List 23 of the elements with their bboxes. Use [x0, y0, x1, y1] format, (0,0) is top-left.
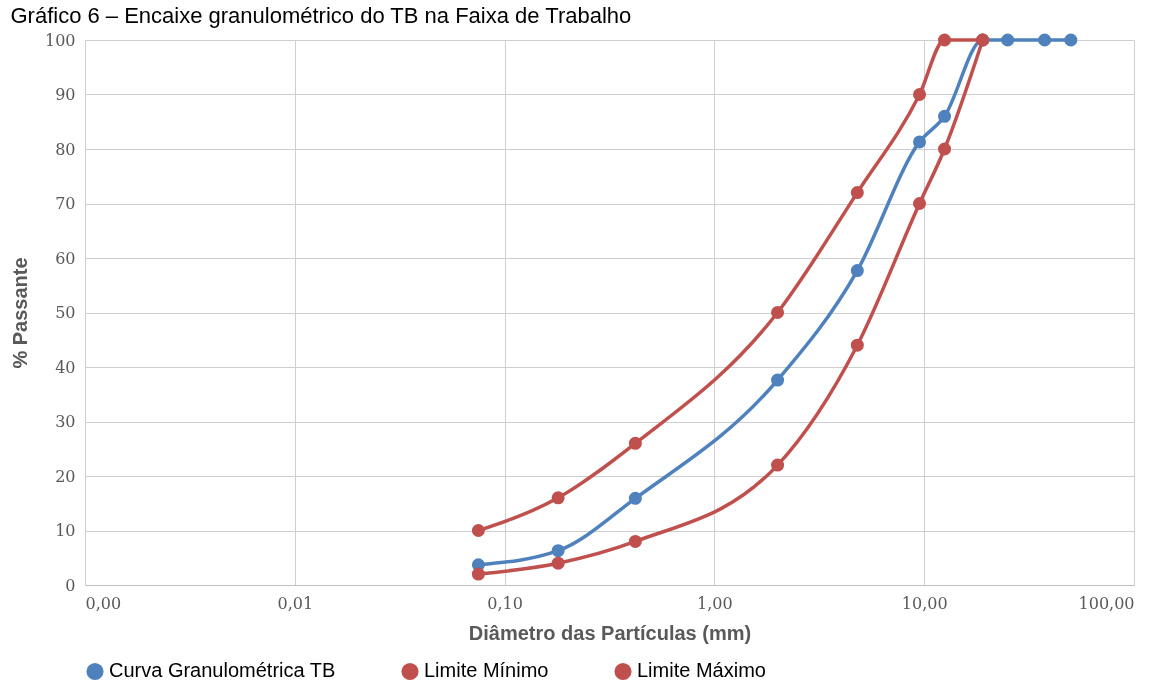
legend-label: Limite Mínimo [424, 659, 549, 682]
y-tick-label: 50 [55, 303, 76, 322]
x-tick-label: 10,00 [901, 593, 948, 613]
legend-label: Curva Granulométrica TB [109, 659, 336, 682]
y-tick-label: 20 [55, 466, 76, 486]
y-tick-label: 100 [44, 30, 76, 50]
y-tick-label: 10 [55, 521, 76, 540]
y-tick-label: 0 [65, 575, 76, 595]
y-tick-label: 80 [55, 139, 76, 159]
y-tick-label: 90 [55, 85, 76, 104]
y-tick-label: 30 [55, 412, 76, 431]
x-tick-label: 0,00 [85, 593, 122, 613]
chart-title: Gráfico 6 – Encaixe granulométrico do TB na Faixa de Trabalho [10, 3, 632, 28]
y-axis-title: % Passante [8, 257, 31, 369]
legend-label: Limite Máximo [637, 659, 766, 682]
x-tick-label: 0,10 [487, 593, 523, 613]
y-tick-label: 40 [55, 357, 76, 377]
y-tick-label: 60 [55, 248, 76, 268]
x-axis-title: Diâmetro das Partículas (mm) [468, 621, 752, 644]
x-tick-label: 100,00 [1078, 593, 1135, 613]
x-tick-label: 0,01 [277, 593, 314, 613]
x-tick-label: 1,00 [697, 593, 733, 613]
y-tick-label: 70 [55, 194, 76, 213]
